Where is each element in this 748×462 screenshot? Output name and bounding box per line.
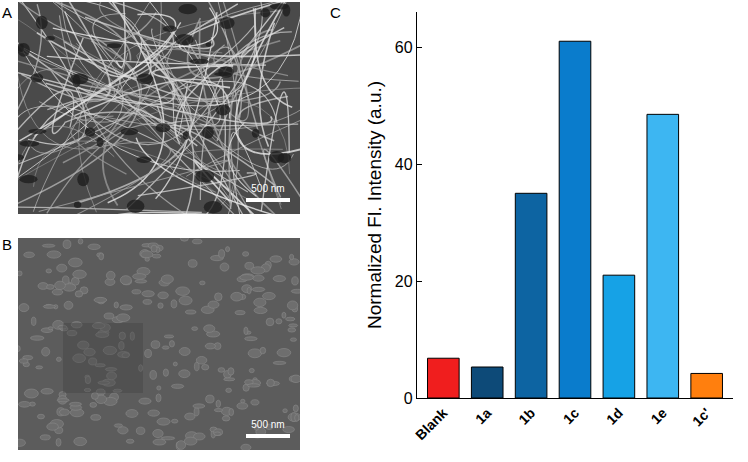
svg-text:1c': 1c' (689, 405, 714, 430)
svg-text:Blank: Blank (412, 405, 450, 443)
svg-text:40: 40 (395, 156, 413, 173)
svg-text:1b: 1b (515, 405, 538, 428)
svg-text:1e: 1e (648, 405, 670, 427)
html-text:B: B (2, 236, 12, 253)
html-text:C: C (330, 4, 341, 21)
svg-text:1c: 1c (560, 405, 582, 427)
html-text:A: A (2, 4, 12, 21)
svg-text:500 nm: 500 nm (251, 183, 284, 194)
svg-text:20: 20 (395, 273, 413, 290)
svg-text:60: 60 (395, 39, 413, 56)
svg-text:0: 0 (404, 390, 413, 407)
svg-text:1d: 1d (603, 405, 626, 428)
svg-text:500 nm: 500 nm (251, 419, 284, 430)
svg-text:1a: 1a (472, 405, 494, 427)
svg-text:Normalized Fl. Intensity (a.u.: Normalized Fl. Intensity (a.u.) (364, 81, 385, 329)
